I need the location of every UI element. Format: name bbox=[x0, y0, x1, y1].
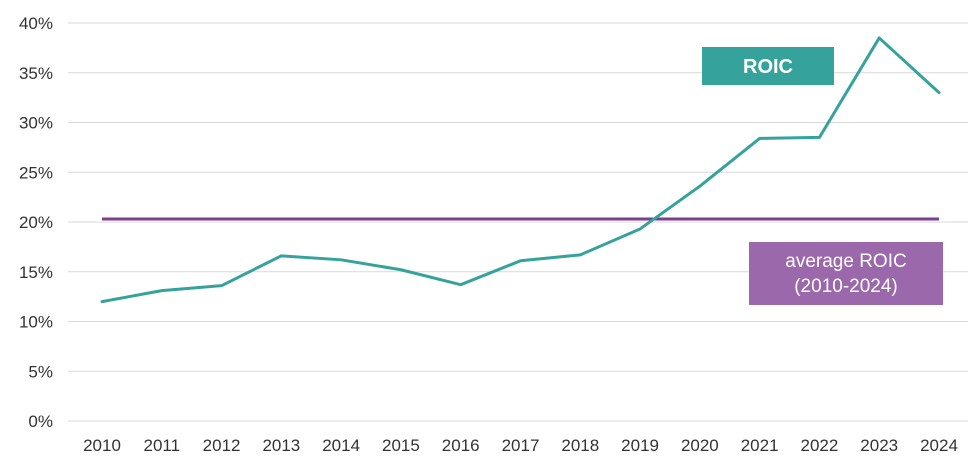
roic-label-box bbox=[702, 47, 834, 85]
y-tick-label: 40% bbox=[19, 14, 53, 33]
x-tick-label: 2014 bbox=[322, 436, 360, 455]
y-tick-label: 10% bbox=[19, 313, 53, 332]
x-tick-label: 2018 bbox=[561, 436, 599, 455]
x-tick-label: 2011 bbox=[144, 436, 181, 455]
x-tick-label: 2016 bbox=[442, 436, 480, 455]
average-roic-legend-label: average ROIC (2010-2024) bbox=[749, 242, 943, 305]
x-tick-label: 2010 bbox=[83, 436, 121, 455]
y-tick-label: 5% bbox=[28, 362, 53, 381]
y-axis-tick-labels: 0% 5% 10% 15% 20% 25% 30% 35% 40% bbox=[19, 14, 53, 431]
x-tick-label: 2021 bbox=[741, 436, 779, 455]
roic-legend-label: ROIC bbox=[702, 47, 834, 85]
x-tick-label: 2019 bbox=[621, 436, 659, 455]
x-tick-label: 2024 bbox=[920, 436, 958, 455]
x-tick-label: 2017 bbox=[502, 436, 540, 455]
x-axis-tick-labels: 2010 2011 2012 2013 2014 2015 2016 2017 2018 2019… bbox=[83, 436, 958, 455]
gridlines bbox=[68, 22, 968, 422]
average-roic-label-line-1: average ROIC bbox=[785, 251, 906, 272]
roic-series-line bbox=[100, 36, 941, 304]
roic-line-path bbox=[100, 36, 941, 304]
x-tick-label: 2022 bbox=[801, 436, 839, 455]
y-tick-label: 0% bbox=[28, 412, 53, 431]
x-tick-label: 2013 bbox=[262, 436, 300, 455]
average-roic-label-line-2: (2010-2024) bbox=[794, 276, 898, 297]
y-tick-label: 15% bbox=[19, 263, 53, 282]
x-tick-label: 2020 bbox=[681, 436, 719, 455]
average-roic-label-box bbox=[749, 242, 943, 305]
x-tick-label: 2012 bbox=[203, 436, 241, 455]
y-tick-label: 35% bbox=[19, 64, 53, 83]
roic-label-text: ROIC bbox=[743, 56, 793, 78]
y-tick-label: 25% bbox=[19, 163, 53, 182]
x-tick-label: 2023 bbox=[860, 436, 898, 455]
y-tick-label: 20% bbox=[19, 213, 53, 232]
y-tick-label: 30% bbox=[19, 114, 53, 133]
x-tick-label: 2015 bbox=[382, 436, 420, 455]
